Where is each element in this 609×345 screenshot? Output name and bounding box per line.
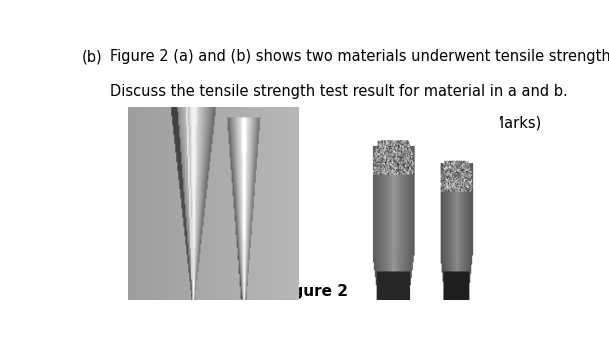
Text: Figure 2: Figure 2 xyxy=(276,284,348,299)
Text: (9 Marks): (9 Marks) xyxy=(472,116,541,131)
Text: (b): (b) xyxy=(82,49,102,65)
Text: (b): (b) xyxy=(389,282,410,297)
Text: (a): (a) xyxy=(229,282,249,297)
Text: Figure 2 (a) and (b) shows two materials underwent tensile strength test.: Figure 2 (a) and (b) shows two materials… xyxy=(110,49,609,65)
Text: Discuss the tensile strength test result for material in a and b.: Discuss the tensile strength test result… xyxy=(110,84,568,99)
